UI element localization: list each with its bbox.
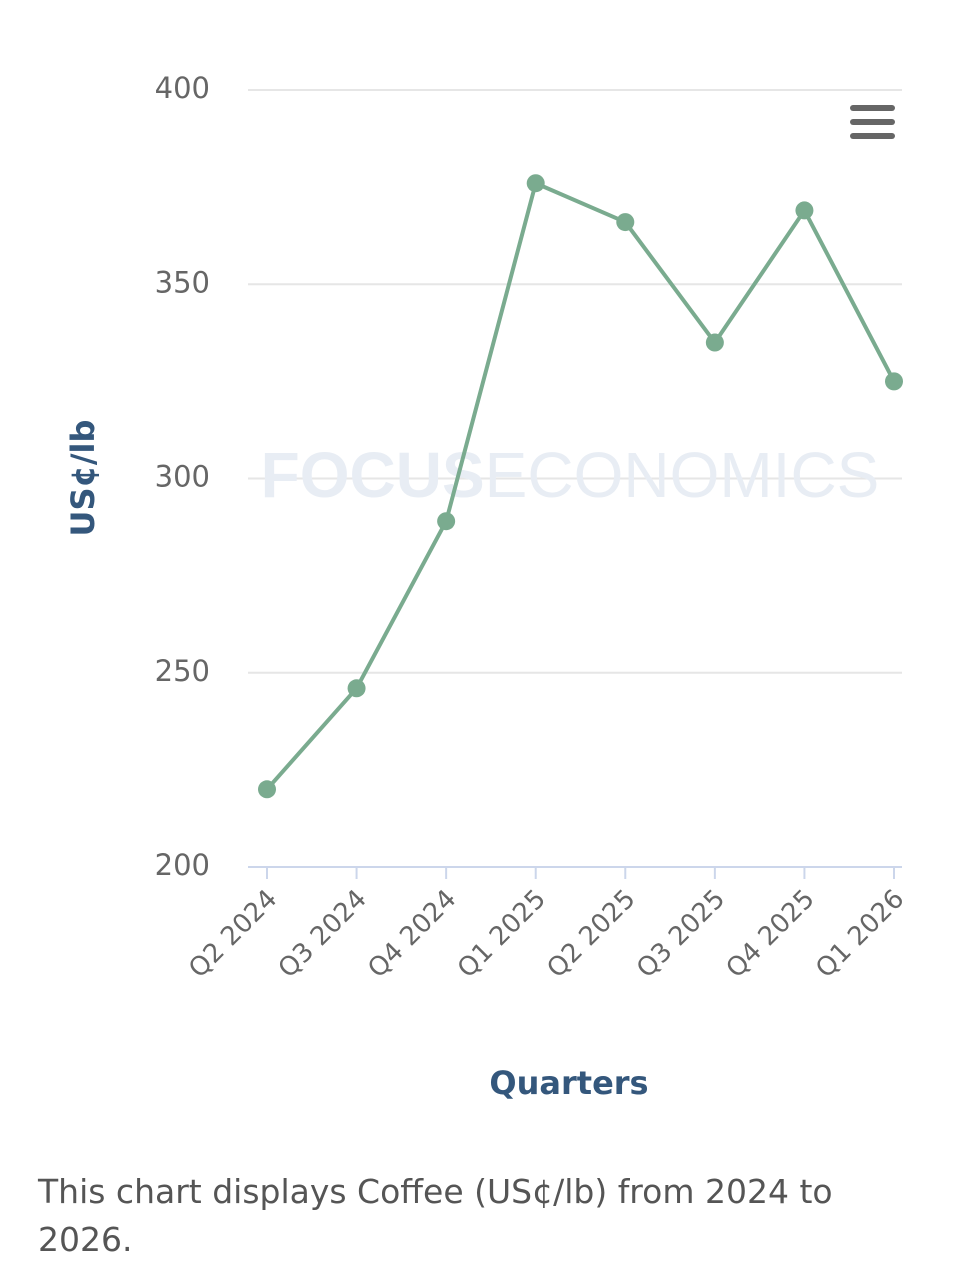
- menu-bar: [850, 133, 895, 139]
- x-tick-label: Q3 2024: [273, 884, 373, 984]
- menu-bar: [850, 105, 895, 111]
- x-axis-title: Quarters: [489, 1064, 648, 1102]
- data-point: [258, 780, 276, 799]
- watermark: FOCUSECONOMICS: [261, 439, 880, 511]
- y-tick-label: 250: [155, 654, 210, 688]
- x-tick-label: Q1 2025: [452, 884, 552, 984]
- x-tick-label: Q2 2025: [542, 884, 642, 984]
- y-tick-label: 300: [155, 460, 210, 494]
- x-tick-label: Q2 2024: [183, 884, 283, 984]
- caption: This chart displays Coffee (US¢/lb) from…: [38, 1172, 833, 1259]
- watermark-bold: FOCUS: [261, 439, 485, 511]
- chart: FOCUSECONOMICS US¢/lb Quarters 200 250 300…: [64, 71, 910, 1102]
- data-line: [265, 181, 896, 791]
- data-point: [616, 213, 635, 232]
- data-point: [347, 679, 366, 698]
- data-point: [437, 512, 456, 531]
- watermark-light: ECONOMICS: [485, 439, 880, 511]
- menu-button[interactable]: [850, 105, 895, 139]
- x-tick-label: Q1 2026: [810, 884, 910, 984]
- y-tick-label: 200: [155, 848, 210, 882]
- x-tick-label: Q3 2025: [631, 884, 731, 984]
- y-axis-title: US¢/lb: [64, 420, 102, 537]
- x-tick-label: Q4 2024: [362, 884, 462, 984]
- y-tick-label: 400: [155, 71, 210, 105]
- data-point: [526, 174, 545, 193]
- y-tick-label: 350: [155, 265, 210, 299]
- data-point: [885, 372, 903, 391]
- data-point: [705, 333, 724, 352]
- x-tick-label: Q4 2025: [721, 884, 821, 984]
- data-point: [795, 201, 814, 220]
- menu-bar: [850, 119, 895, 125]
